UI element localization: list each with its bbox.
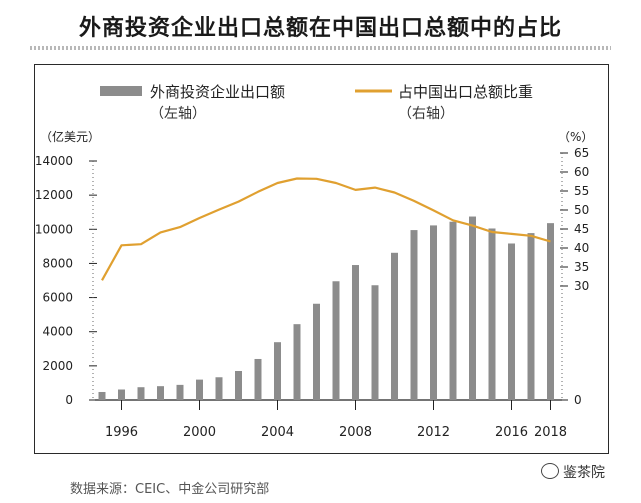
x-tick-label: 2018 (534, 425, 567, 440)
bar (352, 265, 359, 400)
watermark-text: 鉴茶院 (563, 465, 605, 481)
bar (313, 303, 320, 400)
left-tick-label: 14000 (35, 154, 73, 168)
bar (371, 285, 379, 400)
page-title: 外商投资企业出口总额在中国出口总额中的占比 (78, 16, 562, 41)
left-tick-label: 8000 (42, 256, 73, 270)
axes: 0 2000 4000 6000 8000 10000 12000 14000 0 30 35 40 4… (35, 146, 589, 440)
bar (215, 377, 223, 400)
bar (469, 216, 476, 400)
legend: 外商投资企业出口额 （左轴） 占中国出口总额比重 （右轴） (100, 83, 533, 122)
bar (508, 243, 515, 400)
x-tick-label: 2008 (339, 425, 372, 440)
right-tick-label: 35 (574, 260, 589, 274)
y-right-unit: （%） (558, 130, 593, 144)
left-tick-label: 6000 (42, 291, 73, 305)
x-tick-label: 2000 (183, 425, 216, 440)
title-band: 外商投资企业出口总额在中国出口总额中的占比 (0, 0, 641, 52)
left-tick-label: 4000 (42, 325, 73, 339)
bar (449, 221, 457, 400)
right-tick-label: 45 (574, 222, 589, 236)
share-line (101, 177, 551, 281)
left-tick-label: 10000 (35, 222, 73, 236)
bar (332, 281, 340, 400)
left-tick-label: 12000 (35, 188, 73, 202)
share-line-path (101, 177, 551, 281)
x-tick-label: 1996 (105, 425, 138, 440)
bar (235, 370, 242, 400)
legend-bar-sub: （左轴） (150, 106, 206, 122)
bar (98, 391, 106, 400)
bar (254, 358, 262, 400)
right-tick-label: 50 (574, 203, 589, 217)
bar (547, 223, 554, 400)
right-tick-label: 40 (574, 241, 589, 255)
bar (137, 387, 145, 400)
bar (176, 384, 184, 400)
source-note: 数据来源：CEIC、中金公司研究部 (70, 482, 270, 497)
legend-bar-label: 外商投资企业出口额 (150, 83, 285, 101)
bar (157, 386, 164, 400)
bar (410, 230, 418, 400)
legend-line-label: 占中国出口总额比重 (398, 83, 533, 101)
legend-bar-swatch (100, 86, 142, 96)
left-tick-label: 0 (65, 393, 73, 407)
right-tick-label: 0 (574, 393, 582, 407)
legend-line-sub: （右轴） (398, 106, 454, 122)
right-tick-label: 65 (574, 146, 589, 160)
right-tick-label: 60 (574, 165, 589, 179)
bar (196, 379, 203, 400)
bar (391, 252, 398, 400)
bar (430, 225, 437, 400)
wechat-icon (541, 463, 559, 479)
bar (293, 324, 301, 400)
y-left-unit: （亿美元） (40, 129, 100, 144)
left-tick-label: 2000 (42, 359, 73, 373)
right-tick-label: 55 (574, 184, 589, 198)
title-divider (30, 46, 611, 50)
bar (527, 233, 535, 400)
x-tick-label: 2012 (417, 425, 450, 440)
watermark: 鉴茶院 (541, 462, 605, 482)
right-tick-label: 30 (574, 279, 589, 293)
bar (274, 342, 281, 400)
bar (118, 389, 125, 400)
x-tick-label: 2004 (261, 425, 294, 440)
bars (98, 216, 554, 400)
bar (488, 228, 496, 400)
x-tick-label: 2016 (495, 425, 528, 440)
